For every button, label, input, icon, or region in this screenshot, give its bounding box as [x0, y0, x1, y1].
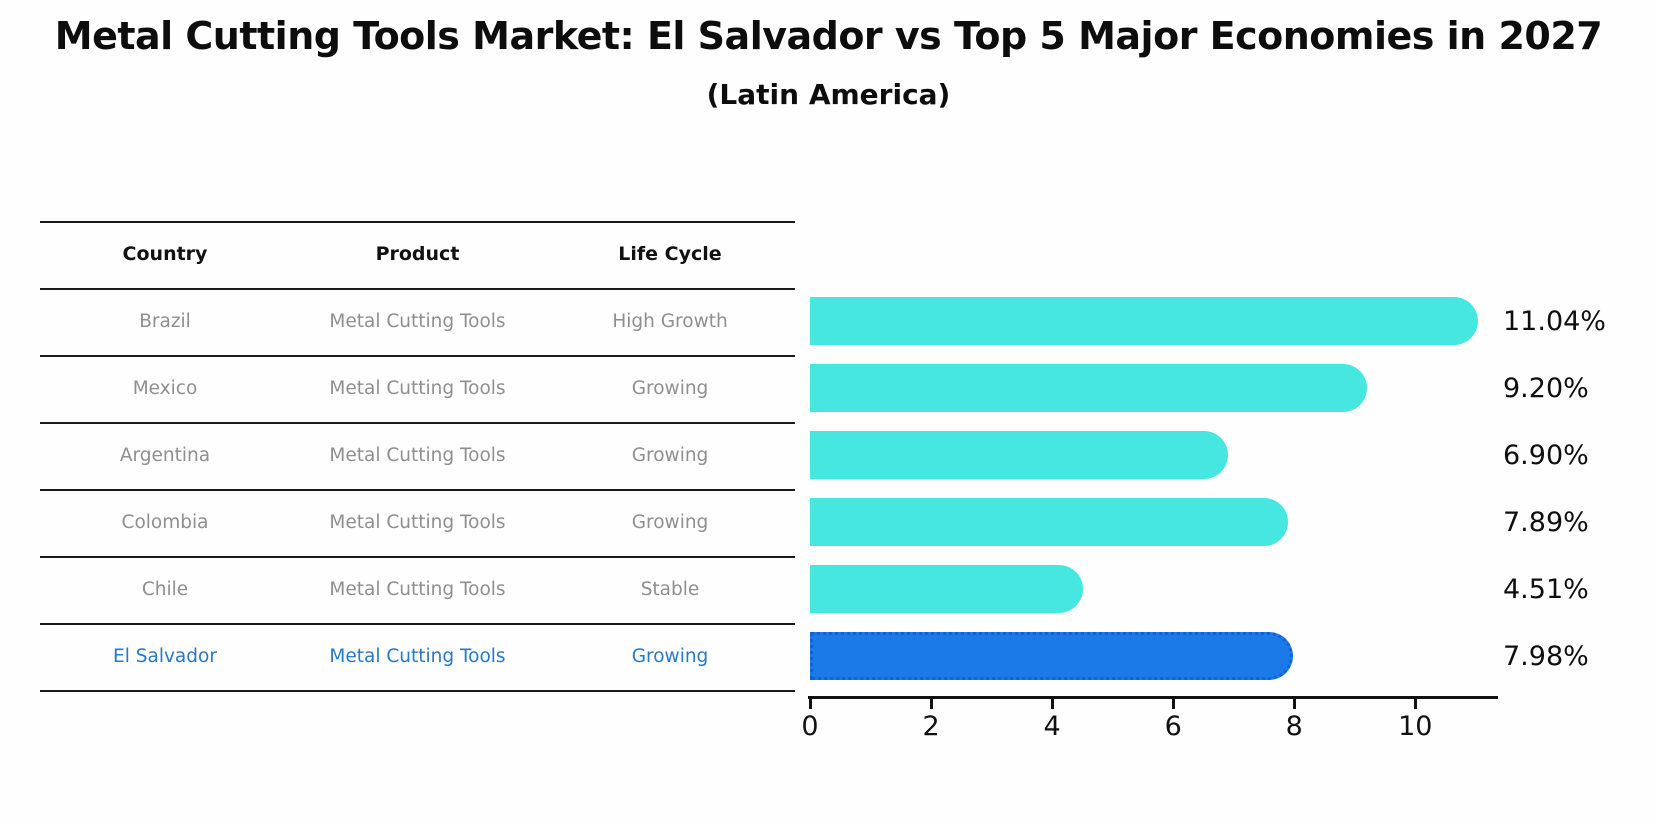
cell-country: Colombia	[121, 512, 209, 533]
x-axis-tick-label: 4	[1043, 711, 1061, 742]
x-axis-tick-label: 6	[1164, 711, 1182, 742]
bar-row: 7.98%	[0, 623, 1657, 690]
table-rule	[40, 355, 795, 357]
table-row: El Salvador Metal Cutting Tools Growing	[0, 623, 800, 690]
bar-row: 11.04%	[0, 288, 1657, 355]
bar-value-label: 7.98%	[1503, 641, 1589, 672]
cell-product: Metal Cutting Tools	[329, 512, 506, 533]
cell-country: Argentina	[119, 445, 211, 466]
x-axis-tick	[929, 699, 933, 709]
bar-el-salvador	[810, 632, 1293, 680]
bar-row: 7.89%	[0, 489, 1657, 556]
bar-value-label: 7.89%	[1503, 507, 1589, 538]
cell-life-cycle: Growing	[631, 646, 709, 667]
cell-product: Metal Cutting Tools	[329, 378, 506, 399]
cell-country: Chile	[141, 579, 189, 600]
bar-row: 9.20%	[0, 355, 1657, 422]
x-axis-tick	[1413, 699, 1417, 709]
x-axis-tick-label: 2	[922, 711, 940, 742]
table-header-row: Country Product Life Cycle	[0, 221, 800, 288]
x-axis-tick-label: 8	[1285, 711, 1303, 742]
table-row: Brazil Metal Cutting Tools High Growth	[0, 288, 800, 355]
cell-product: Metal Cutting Tools	[329, 646, 506, 667]
bar-mexico	[810, 364, 1367, 412]
cell-product: Metal Cutting Tools	[329, 311, 506, 332]
chart-title: Metal Cutting Tools Market: El Salvador …	[54, 14, 1603, 58]
column-header-life-cycle: Life Cycle	[618, 243, 722, 265]
table-row: Chile Metal Cutting Tools Stable	[0, 556, 800, 623]
table-rule	[40, 288, 795, 290]
x-axis-line	[808, 696, 1498, 699]
column-header-product: Product	[375, 243, 460, 265]
table-rule	[40, 690, 795, 692]
cell-country: El Salvador	[113, 646, 217, 667]
cell-country: Brazil	[139, 311, 191, 332]
column-header-country: Country	[122, 243, 208, 265]
bar-value-label: 9.20%	[1503, 373, 1589, 404]
bar-colombia	[810, 498, 1288, 546]
bar-value-label: 4.51%	[1503, 574, 1589, 605]
table-rule	[40, 422, 795, 424]
x-axis-tick	[1171, 699, 1175, 709]
table-row: Colombia Metal Cutting Tools Growing	[0, 489, 800, 556]
table-rule	[40, 556, 795, 558]
cell-life-cycle: Stable	[640, 579, 700, 600]
bar-value-label: 11.04%	[1503, 306, 1606, 337]
cell-life-cycle: Growing	[631, 512, 709, 533]
cell-life-cycle: High Growth	[612, 311, 728, 332]
bar-row: 4.51%	[0, 556, 1657, 623]
table-rule	[40, 623, 795, 625]
bar-chile	[810, 565, 1083, 613]
cell-country: Mexico	[132, 378, 198, 399]
bar-row: 6.90%	[0, 422, 1657, 489]
x-axis-tick-label: 10	[1398, 711, 1433, 742]
cell-product: Metal Cutting Tools	[329, 579, 506, 600]
table-rule	[40, 489, 795, 491]
table-row: Argentina Metal Cutting Tools Growing	[0, 422, 800, 489]
x-axis-tick-label: 0	[801, 711, 819, 742]
cell-life-cycle: Growing	[631, 445, 709, 466]
bar-value-label: 6.90%	[1503, 440, 1589, 471]
bar-argentina	[810, 431, 1228, 479]
x-axis-tick	[808, 699, 812, 709]
cell-life-cycle: Growing	[631, 378, 709, 399]
chart-subtitle: (Latin America)	[706, 78, 951, 111]
table-rule	[40, 221, 795, 223]
x-axis-tick	[1050, 699, 1054, 709]
x-axis-tick	[1292, 699, 1296, 709]
bar-brazil	[810, 297, 1478, 345]
cell-product: Metal Cutting Tools	[329, 445, 506, 466]
table-row: Mexico Metal Cutting Tools Growing	[0, 355, 800, 422]
